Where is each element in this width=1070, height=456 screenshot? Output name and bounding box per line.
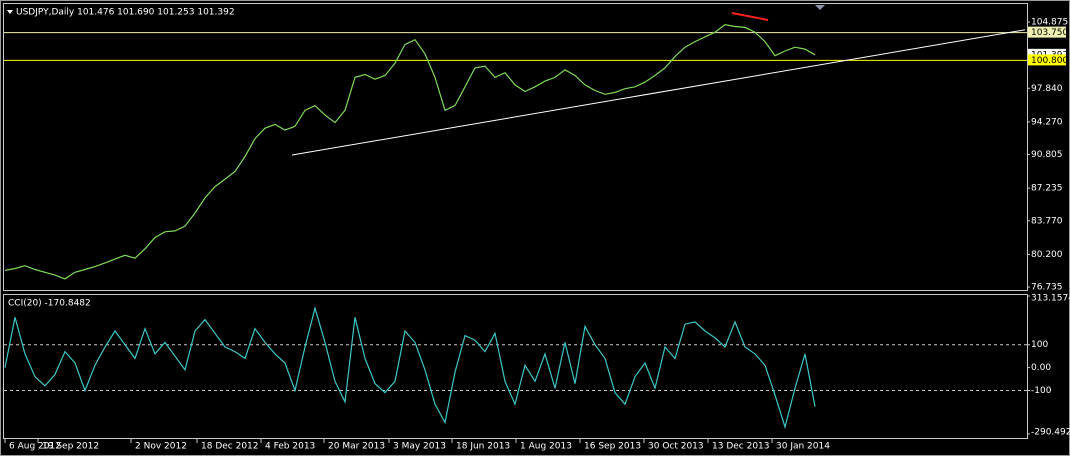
x-tick-label: 6 Aug 2012 xyxy=(9,442,61,452)
level-label: 103.750 xyxy=(1031,28,1068,38)
trend-line xyxy=(731,12,769,21)
y-tick-label: 76.735 xyxy=(1031,283,1063,293)
price-panel xyxy=(3,3,1028,291)
y-tick-label: 104.875 xyxy=(1031,18,1068,28)
x-tick-label: 20 Mar 2013 xyxy=(328,442,385,452)
x-tick-label: 2 Nov 2012 xyxy=(135,442,187,452)
x-tick-label: 4 Feb 2013 xyxy=(265,442,315,452)
shift-marker xyxy=(815,5,825,10)
y-tick-label: 97.840 xyxy=(1031,84,1063,94)
y-tick-label: 313.1574 xyxy=(1031,294,1070,304)
cci-title: CCI(20) -170.8482 xyxy=(8,299,91,309)
y-tick-label: 100 xyxy=(1031,340,1048,350)
y-tick-label: 87.235 xyxy=(1031,184,1063,194)
x-tick-label: 30 Jan 2014 xyxy=(776,442,830,452)
level-box xyxy=(1028,54,1066,66)
y-tick-label: 80.200 xyxy=(1031,250,1063,260)
y-tick-label: -100 xyxy=(1031,386,1052,396)
y-tick-label: 0.00 xyxy=(1031,363,1051,373)
level-box xyxy=(1028,26,1066,38)
x-tick-label: 18 Dec 2012 xyxy=(201,442,259,452)
y-tick-label: 94.270 xyxy=(1031,117,1063,127)
x-tick-label: 16 Sep 2013 xyxy=(584,442,641,452)
x-tick-label: 13 Dec 2013 xyxy=(712,442,770,452)
x-tick-label: 1 Aug 2013 xyxy=(520,442,572,452)
series-line xyxy=(4,305,816,430)
series-line xyxy=(4,23,816,280)
x-tick-label: 19 Sep 2012 xyxy=(42,442,99,452)
y-tick-label: 83.770 xyxy=(1031,216,1063,226)
x-tick-label: 18 Jun 2013 xyxy=(456,442,510,452)
price-title: USDJPY,Daily 101.476 101.690 101.253 101… xyxy=(16,8,235,18)
cci-panel xyxy=(3,294,1028,439)
x-tick-label: 30 Oct 2013 xyxy=(648,442,704,452)
level-label: 100.800 xyxy=(1031,56,1068,66)
y-tick-label: -290.4925 xyxy=(1031,428,1070,438)
last-price-box xyxy=(1028,48,1066,60)
x-tick-label: 3 May 2013 xyxy=(393,442,446,452)
trend-line xyxy=(291,29,1026,156)
menu-arrow xyxy=(7,10,13,14)
y-tick-label: 90.805 xyxy=(1031,150,1063,160)
